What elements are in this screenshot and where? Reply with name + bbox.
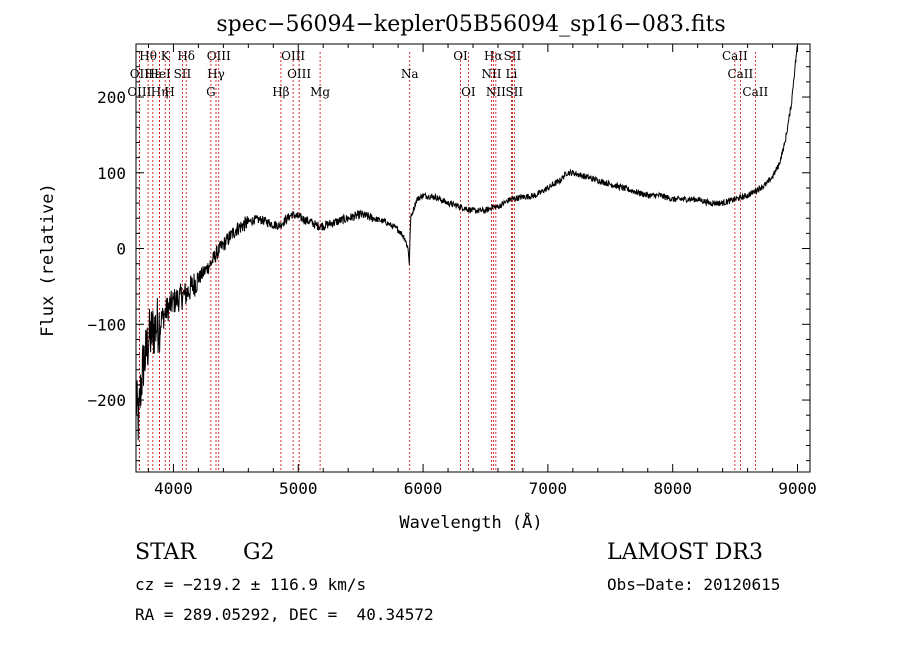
line-label: Hγ (207, 67, 225, 81)
line-label: Mg (310, 85, 330, 99)
line-label: NII (486, 85, 506, 99)
plot-frame (135, 43, 811, 473)
line-label: CaII (727, 67, 753, 81)
line-label: Hθ (139, 49, 157, 63)
line-label: OIII (287, 67, 311, 81)
x-tick-label: 7000 (529, 479, 568, 498)
line-label: OI (461, 85, 476, 99)
line-label: SII (504, 49, 522, 63)
flux-series-line (135, 45, 798, 441)
x-tick-label: 5000 (279, 479, 318, 498)
line-label: Hα (484, 49, 503, 63)
y-axis-label: Flux (relative) (38, 183, 58, 337)
x-tick-label: 4000 (154, 479, 193, 498)
line-label: NII (481, 67, 501, 81)
line-label: Na (401, 67, 419, 81)
chart-title: spec−56094−kepler05B56094_sp16−083.fits (216, 12, 725, 37)
coordinates: RA = 289.05292, DEC = 40.34572 (135, 605, 434, 624)
observation-date: Obs−Date: 20120615 (607, 575, 781, 594)
survey-name: LAMOST DR3 (607, 540, 763, 565)
line-label: K (161, 49, 171, 63)
x-tick-label: 9000 (778, 479, 817, 498)
line-label: OIII (207, 49, 231, 63)
y-tick-label: −100 (87, 315, 126, 334)
line-label: Hδ (177, 49, 195, 63)
object-subclass: G2 (243, 540, 275, 565)
line-label: OIII (127, 85, 151, 99)
object-class: STAR (135, 540, 196, 565)
y-tick-label: −200 (87, 391, 126, 410)
line-label: Hε (145, 67, 162, 81)
line-label: SII (505, 85, 523, 99)
y-tick-label: 200 (97, 88, 126, 107)
line-label: OIII (281, 49, 305, 63)
line-label: CaII (742, 85, 768, 99)
x-axis-label: Wavelength (Å) (399, 511, 542, 533)
line-label: H (164, 85, 174, 99)
x-tick-label: 8000 (653, 479, 692, 498)
redshift-velocity: cz = −219.2 ± 116.9 km/s (135, 575, 367, 594)
y-tick-label: 0 (116, 240, 126, 259)
line-label: HeI (148, 67, 171, 81)
y-tick-label: 100 (97, 164, 126, 183)
line-label: G (206, 85, 216, 99)
line-label: CaII (722, 49, 748, 63)
x-tick-label: 6000 (404, 479, 443, 498)
line-label: OI (453, 49, 468, 63)
line-label: SII (174, 67, 192, 81)
line-label: Li (506, 67, 518, 81)
line-label: Hβ (272, 85, 289, 99)
